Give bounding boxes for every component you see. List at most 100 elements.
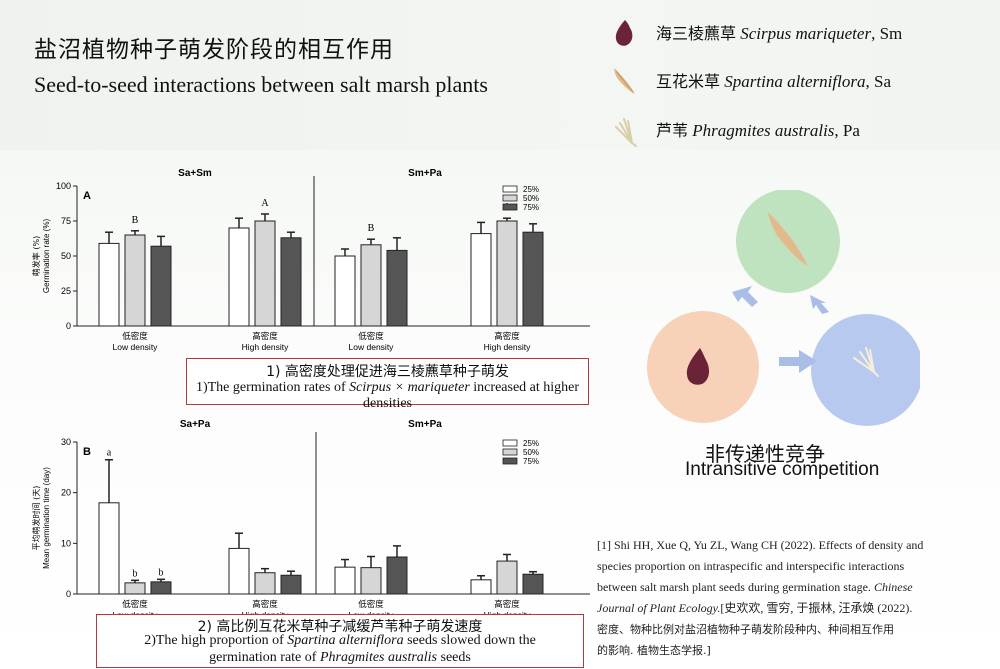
legend-swatch: [502, 448, 518, 456]
legend-label: 75%: [523, 457, 539, 466]
seed-icon: [615, 20, 633, 46]
cycle-title-cn: 非传递性竞争: [705, 442, 825, 466]
y-axis-label-en: Germination rate (%): [42, 219, 51, 294]
legend-swatch: [502, 203, 518, 211]
caption-box-a: 1) 高密度处理促进海三棱藨草种子萌发 1)The germination ra…: [186, 358, 589, 411]
species-abbr: , Sm: [871, 24, 903, 43]
significance-letter: a: [107, 448, 112, 459]
bar: [334, 255, 356, 327]
caption-b-cn: 2) 高比例互花米草种子减缓芦苇种子萌发速度: [197, 619, 483, 635]
species-latin: Spartina alterniflora: [724, 72, 866, 91]
cycle-title-en: Intransitive competition: [685, 459, 880, 480]
group-title: Sm+Pa: [408, 419, 442, 430]
x-tick-label-en: High density: [242, 610, 290, 616]
group-title: Sm+Pa: [408, 168, 442, 179]
bar: [124, 234, 146, 327]
x-tick-label-cn: 高密度: [494, 331, 520, 342]
bar: [334, 566, 356, 595]
x-tick-label-cn: 高密度: [494, 599, 520, 610]
legend-label: 25%: [523, 439, 539, 448]
panel-letter: B: [83, 446, 91, 458]
y-tick-label: 100: [56, 181, 71, 191]
bar: [280, 574, 302, 595]
species-cn: 互花米草: [656, 72, 721, 91]
phragmites-seed-icon: [853, 347, 879, 377]
reference-line: species proportion on intraspecific and …: [597, 559, 905, 573]
reference-line: between salt marsh plant seeds during ge…: [597, 580, 913, 594]
y-axis-label-cn: 萌发率 (%): [31, 236, 41, 276]
pa-circle: [811, 314, 920, 426]
x-tick-label-en: Low density: [113, 342, 159, 352]
x-tick-label-cn: 低密度: [122, 331, 148, 342]
species-abbr: , Sa: [865, 72, 891, 91]
y-tick-label: 30: [61, 437, 71, 447]
legend-swatch: [502, 457, 518, 465]
y-tick-label: 20: [61, 488, 71, 498]
significance-letter: b: [159, 567, 164, 578]
caption-a-en: 1)The germination rates of Scirpus × mar…: [195, 380, 580, 411]
bar: [360, 244, 382, 327]
bar: [496, 220, 518, 327]
y-tick-label: 10: [61, 538, 71, 548]
bar: [470, 233, 492, 327]
arrow-icon: [732, 286, 758, 307]
bar: [150, 581, 172, 595]
reference-line: 的影响. 植物生态学报.]: [597, 644, 711, 657]
bar: [496, 560, 518, 595]
x-tick-label-en: High density: [242, 342, 290, 352]
significance-letter: B: [132, 215, 139, 226]
bar: [386, 556, 408, 595]
significance-letter: B: [368, 223, 375, 234]
bar: [386, 249, 408, 327]
bar: [228, 227, 250, 327]
legend-label: 50%: [523, 194, 539, 203]
legend-swatch: [502, 185, 518, 193]
reference-line: 密度、物种比例对盐沼植物种子萌发阶段种内、种间相互作用: [597, 623, 894, 636]
significance-letter: A: [261, 198, 269, 209]
x-tick-label-cn: 低密度: [122, 599, 148, 610]
germination-rate-chart: 0 25 50 75 100 A 萌发率 (%) Germination rate (%) Sa…: [31, 168, 590, 352]
caption-b-en-line1: 2)The high proportion of Spartina altern…: [144, 633, 536, 648]
bar: [280, 237, 302, 327]
group-title: Sa+Sm: [178, 168, 212, 179]
x-tick-label-cn: 高密度: [252, 599, 278, 610]
x-tick-label-cn: 高密度: [252, 331, 278, 342]
caption-b-en-line2: germination rate of Phragmites australis…: [209, 650, 471, 665]
competition-cycle: [647, 190, 920, 426]
y-tick-label: 25: [61, 286, 71, 296]
group-title: Sa+Pa: [180, 419, 211, 430]
reference-line: [1] Shi HH, Xue Q, Yu ZL, Wang CH (2022)…: [597, 538, 924, 552]
x-tick-label-en: Low density: [349, 610, 395, 616]
x-tick-label-cn: 低密度: [358, 331, 384, 342]
x-tick-label-cn: 低密度: [358, 599, 384, 610]
phragmites-seed-icon: [615, 118, 637, 147]
arrow-icon: [810, 295, 829, 314]
arrow-icon: [779, 350, 817, 373]
seed-icon: [686, 348, 710, 385]
legend-label: 75%: [523, 203, 539, 212]
mean-germination-time-chart: 0 10 20 30 B 平均萌发时间 (天) Mean germination time …: [31, 419, 590, 616]
y-tick-label: 0: [66, 321, 71, 331]
x-tick-label-en: Low density: [349, 342, 395, 352]
bar: [124, 582, 146, 595]
bar: [98, 502, 120, 595]
x-tick-label-en: High density: [484, 342, 532, 352]
bar: [98, 242, 120, 327]
species-cn: 海三棱藨草: [656, 24, 737, 43]
caption-box-b: 2) 高比例互花米草种子减缓芦苇种子萌发速度 2)The high propor…: [96, 614, 584, 668]
bar: [522, 573, 544, 595]
spartina-seed-icon: [614, 68, 635, 94]
x-tick-label-en: Low density: [113, 610, 159, 616]
species-latin: Scirpus mariqueter: [740, 24, 872, 43]
reference-line: Journal of Plant Ecology.[史欢欢, 雪穷, 于振林, …: [597, 601, 913, 615]
y-axis-label-en: Mean germination time (day): [42, 467, 51, 569]
x-tick-label-en: High density: [484, 610, 532, 616]
species-cn: 芦苇: [656, 121, 689, 140]
species-abbr: , Pa: [834, 121, 860, 140]
y-axis-label-cn: 平均萌发时间 (天): [31, 486, 41, 551]
header-band: [0, 0, 1000, 150]
legend-label: 25%: [523, 185, 539, 194]
bar: [470, 579, 492, 595]
title-chinese: 盐沼植物种子萌发阶段的相互作用: [34, 37, 394, 63]
reference-text: [1] Shi HH, Xue Q, Yu ZL, Wang CH (2022)…: [597, 535, 972, 661]
